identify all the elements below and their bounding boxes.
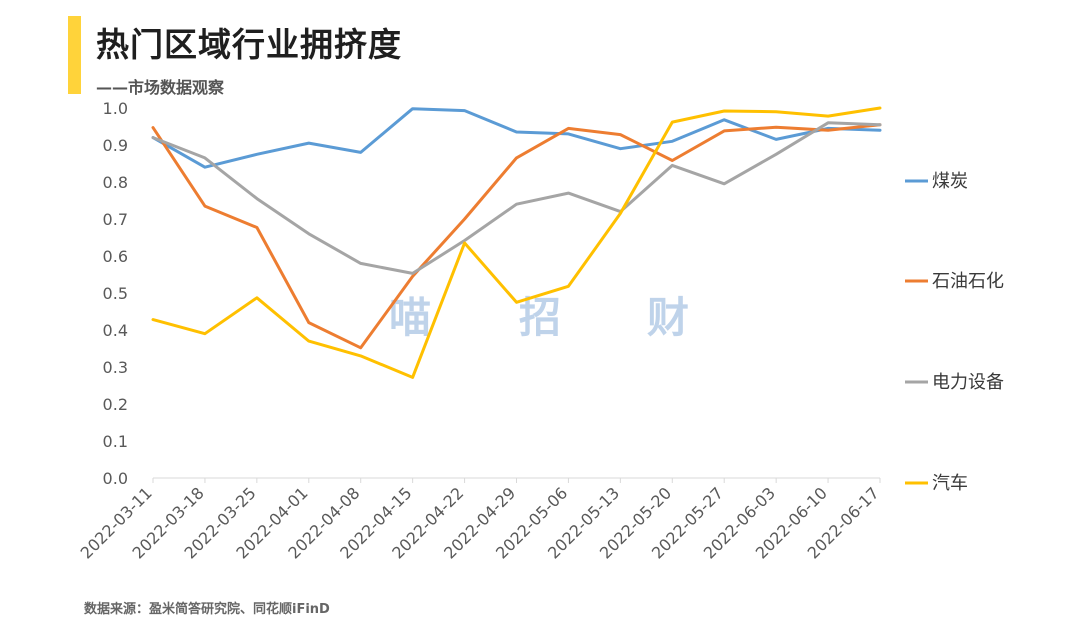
legend-label: 石油石化 <box>932 271 1004 292</box>
watermark-char: 招 <box>519 293 561 342</box>
y-tick-label: 0.3 <box>103 358 128 377</box>
y-tick-label: 0.8 <box>103 173 128 192</box>
y-tick-label: 0.7 <box>103 210 128 229</box>
watermark: 喵招财 <box>389 293 689 342</box>
page-title: 热门区域行业拥挤度 <box>96 25 402 64</box>
y-tick-label: 0.6 <box>103 247 128 266</box>
series-line-3 <box>151 121 882 275</box>
series-line-1 <box>151 107 882 169</box>
data-source-note: 数据来源：盈米简答研究院、同花顺iFinD <box>84 602 330 617</box>
y-tick-label: 0.4 <box>103 321 128 340</box>
page-subtitle: ——市场数据观察 <box>96 78 225 97</box>
y-tick-label: 1.0 <box>103 99 128 118</box>
watermark-char: 财 <box>647 293 689 342</box>
series-line-4 <box>151 106 882 379</box>
legend-label: 煤炭 <box>932 171 968 192</box>
y-tick-label: 0.1 <box>103 432 128 451</box>
series-line-2 <box>151 123 882 350</box>
y-tick-label: 0.0 <box>103 469 128 488</box>
legend-label: 电力设备 <box>932 372 1004 393</box>
y-tick-label: 0.5 <box>103 284 128 303</box>
series-lines <box>151 106 882 379</box>
y-tick-label: 0.9 <box>103 136 128 155</box>
legend-label: 汽车 <box>932 473 968 494</box>
y-tick-label: 0.2 <box>103 395 128 414</box>
title-accent-bar <box>68 16 81 94</box>
